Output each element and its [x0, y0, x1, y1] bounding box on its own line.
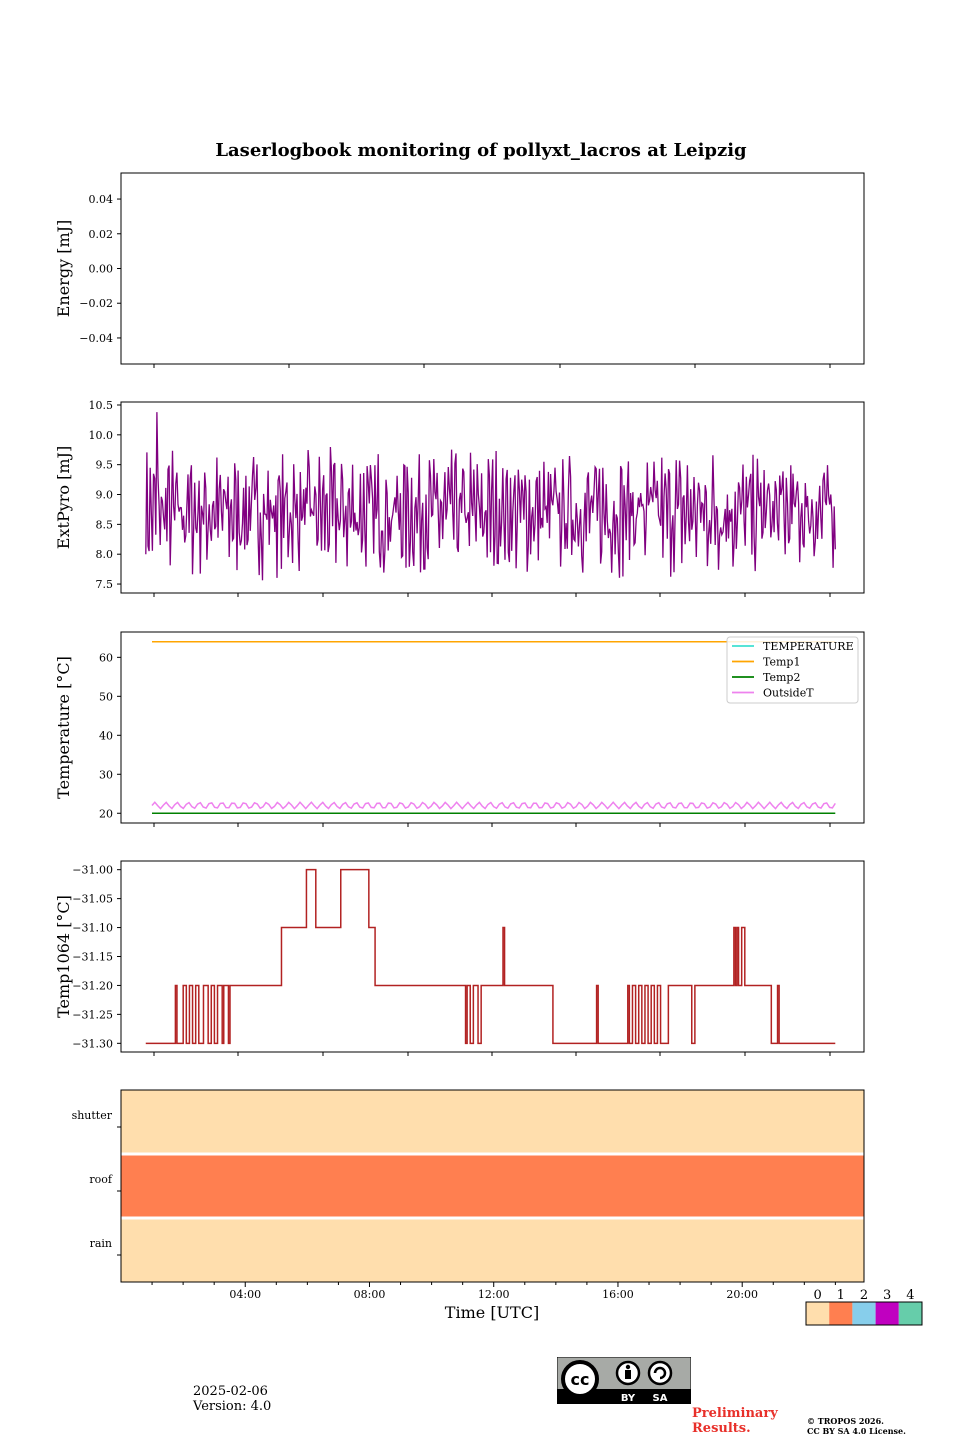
y-axis-label-0: Energy [mJ]: [54, 220, 73, 318]
x-axis-label: Time [UTC]: [445, 1303, 539, 1322]
y-tick-label-1-1: 8.0: [96, 548, 114, 561]
colorbar-cell-0: [806, 1302, 830, 1325]
y-tick-label-1-6: 10.5: [89, 399, 114, 412]
x-ticks-2: [153, 823, 831, 827]
y-tick-label-3-1: −31.25: [72, 1008, 113, 1021]
colorbar-frame: [805, 1301, 923, 1326]
panel-frame-3: [120, 860, 865, 1053]
colorbar-cell-2: [852, 1302, 876, 1325]
status-row-rain: [121, 1218, 864, 1282]
y-tick-label-2-4: 60: [99, 651, 113, 664]
series-line-temp1064: [145, 868, 836, 1045]
cc-icon: [561, 1360, 599, 1398]
y-axis-0: −0.04 −0.02 0.00 0.02 0.04: [79, 193, 121, 345]
y-axis-2: 20 30 40 50 60: [99, 651, 121, 820]
y-tick-label-1-2: 8.5: [96, 518, 114, 531]
svg-text:cc: cc: [571, 1370, 590, 1389]
y-tick-label-1-4: 9.5: [96, 459, 114, 472]
y-tick-label-1-3: 9.0: [96, 489, 114, 502]
legend-box: [726, 636, 859, 704]
preliminary-line-2: Results.: [692, 1421, 751, 1436]
status-row-label-rain: rain: [90, 1237, 112, 1250]
x-tick-label-3: 16:00: [602, 1288, 634, 1301]
x-ticks-3: [153, 1052, 831, 1056]
y-tick-label-3-3: −31.15: [72, 951, 113, 964]
y-tick-label-2-2: 40: [99, 729, 113, 742]
plot-version: Version: 4.0: [193, 1399, 272, 1414]
y-tick-label-3-2: −31.20: [72, 979, 113, 992]
chart-title: Laserlogbook monitoring of pollyxt_lacro…: [215, 140, 747, 161]
panel-frame-4: [120, 1089, 865, 1283]
y-axis-label-3: Temp1064 [°C]: [54, 895, 73, 1018]
sa-icon: [647, 1360, 673, 1386]
colorbar-tick-label-0: 0: [813, 1288, 821, 1303]
copyright-line-1: © TROPOS 2026.: [807, 1416, 884, 1426]
y-axis-label-1: ExtPyro [mJ]: [54, 446, 73, 549]
colorbar-tick-label-2: 2: [860, 1288, 868, 1303]
legend-label-2: Temp2: [763, 671, 800, 684]
series-line-extpyro: [145, 412, 836, 581]
copyright-line-2: CC BY SA 4.0 License.: [807, 1426, 906, 1436]
y-tick-label-2-0: 20: [99, 807, 113, 820]
preliminary-notice: Preliminary Results.: [692, 1406, 778, 1436]
colorbar-cell-1: [829, 1302, 853, 1325]
colorbar-tick-label-1: 1: [837, 1288, 845, 1303]
y-tick-label-3-4: −31.10: [72, 922, 113, 935]
status-row-shutter: [121, 1090, 864, 1154]
x-ticks-1: [153, 593, 831, 597]
cc-by-label: BY: [621, 1393, 636, 1404]
colorbar-tick-label-4: 4: [906, 1288, 914, 1303]
x-tick-label-4: 20:00: [726, 1288, 758, 1301]
copyright-notice: © TROPOS 2026. CC BY SA 4.0 License.: [807, 1416, 906, 1436]
colorbar-cell-4: [898, 1302, 922, 1325]
y-tick-label-1-0: 7.5: [96, 578, 114, 591]
cc-license-badge: cc BY SA: [557, 1357, 691, 1404]
legend-label-0: TEMPERATURE: [763, 640, 854, 653]
x-tick-label-0: 04:00: [229, 1288, 261, 1301]
y-tick-label-3-5: −31.05: [72, 893, 113, 906]
y-tick-label-3-0: −31.30: [72, 1037, 113, 1050]
y-tick-label-0-1: −0.02: [79, 297, 113, 310]
x-tick-label-1: 08:00: [354, 1288, 386, 1301]
x-ticks-0: [153, 364, 831, 368]
panel-frame-0: [120, 172, 865, 365]
y-tick-label-0-0: −0.04: [79, 332, 113, 345]
cc-sa-label: SA: [653, 1393, 668, 1404]
y-tick-label-2-1: 30: [99, 768, 113, 781]
y-tick-label-2-3: 50: [99, 690, 113, 703]
plot-date: 2025-02-06: [193, 1384, 268, 1399]
y-tick-label-0-3: 0.02: [89, 228, 114, 241]
colorbar-tick-label-3: 3: [883, 1288, 891, 1303]
y-axis-1: 7.5 8.0 8.5 9.0 9.5 10.0 10.5: [89, 399, 121, 591]
status-row-label-roof: roof: [89, 1173, 113, 1186]
y-axis-3: −31.30 −31.25 −31.20 −31.15 −31.10 −31.05 −31.…: [72, 864, 121, 1050]
preliminary-line-1: Preliminary: [692, 1406, 778, 1421]
colorbar-cell-3: [875, 1302, 899, 1325]
y-tick-label-0-2: 0.00: [89, 263, 114, 276]
series-line-outsidet: [151, 801, 836, 810]
y-tick-label-0-4: 0.04: [89, 193, 114, 206]
legend-label-3: OutsideT: [763, 687, 814, 700]
status-row-roof: [121, 1154, 864, 1218]
y-tick-label-1-5: 10.0: [89, 429, 114, 442]
legend-label-1: Temp1: [763, 656, 800, 669]
y-axis-label-2: Temperature [°C]: [54, 656, 73, 799]
status-row-label-shutter: shutter: [72, 1109, 113, 1122]
y-tick-label-3-6: −31.00: [72, 864, 113, 877]
legend: TEMPERATURE Temp1 Temp2 OutsideT: [726, 636, 859, 704]
x-tick-label-2: 12:00: [478, 1288, 510, 1301]
footer-info: 2025-02-06 Version: 4.0: [193, 1384, 271, 1414]
